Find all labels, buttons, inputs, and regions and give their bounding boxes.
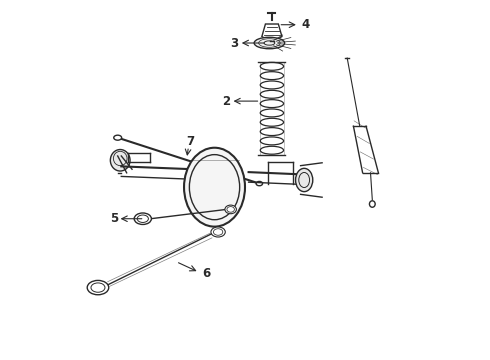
Ellipse shape <box>110 149 130 171</box>
Ellipse shape <box>225 205 236 214</box>
Ellipse shape <box>134 213 151 225</box>
Ellipse shape <box>211 227 225 237</box>
Text: 6: 6 <box>202 267 210 280</box>
Ellipse shape <box>114 135 122 140</box>
Text: 4: 4 <box>301 18 310 31</box>
Ellipse shape <box>184 148 245 226</box>
Text: 5: 5 <box>111 212 119 225</box>
Ellipse shape <box>87 280 109 295</box>
Ellipse shape <box>295 168 313 192</box>
Text: 3: 3 <box>231 36 239 50</box>
Ellipse shape <box>256 181 263 186</box>
Text: 7: 7 <box>187 135 195 148</box>
Text: 2: 2 <box>222 95 230 108</box>
Ellipse shape <box>254 37 285 49</box>
